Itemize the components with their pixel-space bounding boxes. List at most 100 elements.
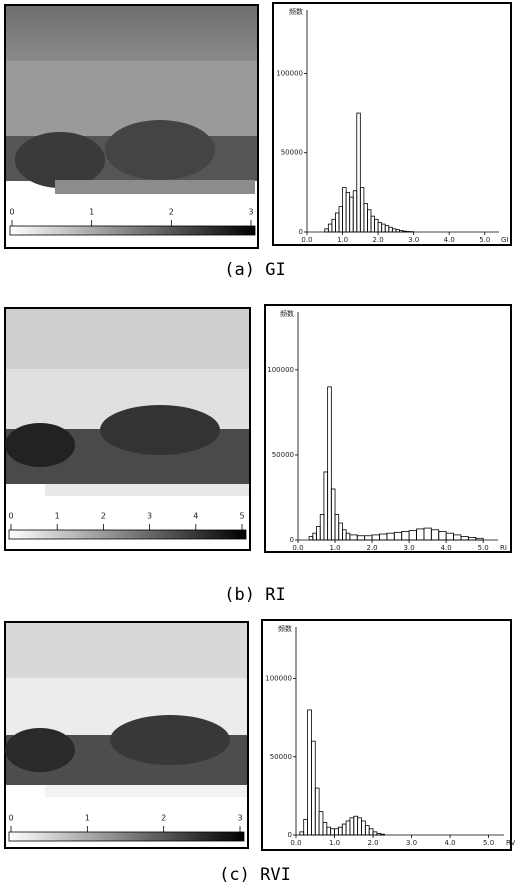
hist-bar	[330, 488, 336, 541]
caption: (c) RVI	[219, 865, 291, 885]
x-tick-label: 0.0	[290, 839, 301, 847]
image-c	[4, 621, 249, 849]
x-tick-label: 5.0	[479, 236, 490, 244]
hist-bar	[327, 223, 333, 233]
x-tick-label: 3.0	[404, 544, 415, 552]
colorbar-tick-label: 1	[89, 208, 94, 217]
hist-bar	[323, 471, 329, 541]
hist-bar	[349, 196, 354, 233]
x-tick-label: 2.0	[373, 236, 384, 244]
caption: (b) RI	[224, 585, 285, 605]
hist-bar	[318, 811, 324, 836]
hist-bar	[423, 527, 432, 541]
hist-bar	[445, 532, 454, 541]
hist-bar	[364, 825, 370, 836]
y-tick-label: 100000	[276, 69, 303, 77]
x-tick-label: 4.0	[441, 544, 452, 552]
colorbar-tick-label: 3	[248, 208, 253, 217]
hist-bar	[338, 522, 343, 541]
hist-bar	[299, 831, 305, 836]
hist-bar	[349, 534, 358, 541]
hist-bar	[416, 528, 425, 541]
y-axis-label: 频数	[289, 7, 303, 16]
hist-bar	[342, 187, 347, 233]
hist-bar	[361, 820, 366, 836]
hist-bar	[371, 534, 380, 541]
x-tick-label: 1.0	[337, 236, 348, 244]
hist-bar	[353, 815, 359, 836]
x-tick-label: 1.0	[329, 544, 340, 552]
x-tick-label: 4.0	[445, 839, 456, 847]
x-tick-label: 0.0	[292, 544, 303, 552]
hist-bar	[338, 206, 343, 233]
hist-bar	[377, 222, 383, 233]
x-tick-label: 2.0	[367, 839, 378, 847]
hist-bar	[330, 828, 335, 836]
hist-bar	[356, 112, 361, 233]
hist-bar	[312, 532, 317, 541]
hist-bar	[334, 514, 340, 541]
hist-bar	[364, 535, 373, 541]
y-tick-label: 50000	[272, 451, 294, 459]
hist-bar	[307, 709, 312, 836]
colorbar-tick-label: 5	[239, 512, 244, 521]
colorbar-tick-label: 0	[9, 208, 14, 217]
image-b	[4, 307, 251, 551]
hist-bar	[453, 534, 462, 541]
colorbar	[8, 831, 245, 842]
colorbar-tick-label: 2	[169, 208, 174, 217]
x-tick-label: 1.0	[329, 839, 340, 847]
x-tick-label: 3.0	[406, 839, 417, 847]
hist-bar	[379, 533, 388, 541]
hist-bar	[391, 228, 397, 233]
hist-bar	[356, 535, 366, 541]
hist-bar	[345, 532, 351, 541]
hist-bar	[460, 536, 469, 541]
colorbar-tick-label: 2	[101, 512, 106, 521]
hist-bar	[316, 525, 321, 541]
hist-bar	[352, 190, 358, 233]
colorbar-tick-label: 0	[8, 512, 13, 521]
hist-bar	[324, 228, 329, 233]
y-tick-label: 0	[290, 536, 294, 544]
hist-bar	[319, 514, 325, 541]
hist-bar	[322, 822, 328, 836]
colorbar-tick-label: 2	[161, 814, 166, 823]
x-tick-label: 2.0	[367, 544, 378, 552]
colorbar-tick-label: 3	[237, 814, 242, 823]
hist-bar	[342, 529, 347, 541]
y-axis-label: 频数	[278, 624, 292, 633]
y-axis-label: 频数	[280, 309, 294, 318]
caption: (a) GI	[224, 260, 285, 280]
hist-bar	[311, 740, 316, 836]
hist-bar	[308, 536, 314, 541]
hist-bar	[331, 218, 336, 233]
colorbar	[9, 225, 256, 236]
hist-bar	[384, 225, 390, 233]
hist-frame	[264, 304, 512, 553]
hist-bar	[393, 531, 403, 541]
hist-bar	[345, 820, 351, 836]
x-tick-label: 5.0	[483, 839, 494, 847]
hist-bar	[345, 191, 351, 233]
x-tick-label: 3.0	[408, 236, 419, 244]
hist-bar	[363, 203, 368, 233]
y-tick-label: 50000	[270, 753, 292, 761]
colorbar	[8, 529, 247, 540]
x-tick-label: 0.0	[301, 236, 312, 244]
hist-bar	[386, 532, 395, 541]
colorbar-tick-label: 1	[55, 512, 60, 521]
image-a	[4, 4, 259, 249]
hist-bar	[401, 531, 410, 541]
x-axis-label: RI	[500, 544, 507, 552]
hist-frame	[261, 619, 512, 851]
y-tick-label: 0	[288, 831, 292, 839]
hist-bar	[372, 831, 378, 836]
hist-bar	[337, 826, 343, 836]
hist-bar	[303, 818, 308, 836]
hist-bar	[381, 223, 386, 233]
colorbar-tick-label: 1	[85, 814, 90, 823]
hist-frame	[272, 2, 512, 246]
y-tick-label: 50000	[281, 149, 303, 157]
